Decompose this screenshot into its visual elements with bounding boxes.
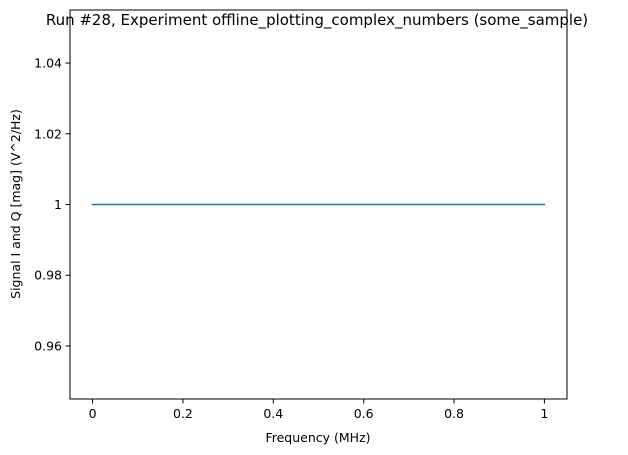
y-tick-label: 0.98 [34, 268, 62, 283]
x-tick-label: 0.2 [173, 406, 193, 421]
x-tick-label: 0.6 [354, 406, 374, 421]
y-axis-ticks: 0.96 0.98 1 1.02 1.04 [34, 56, 70, 353]
y-tick-label: 1.02 [34, 126, 62, 141]
x-axis-ticks: 0 0.2 0.4 0.6 0.8 1 [89, 399, 548, 421]
y-axis-label: Signal I and Q [mag] (V^2/Hz) [8, 109, 23, 299]
x-tick-label: 1 [540, 406, 548, 421]
chart-title: Run #28, Experiment offline_plotting_com… [46, 11, 588, 30]
y-tick-label: 0.96 [34, 338, 62, 353]
x-tick-label: 0.4 [263, 406, 283, 421]
y-tick-label: 1.04 [34, 56, 62, 71]
x-tick-label: 0.8 [444, 406, 464, 421]
x-tick-label: 0 [89, 406, 97, 421]
y-tick-label: 1 [54, 197, 62, 212]
x-axis-label: Frequency (MHz) [265, 430, 370, 445]
